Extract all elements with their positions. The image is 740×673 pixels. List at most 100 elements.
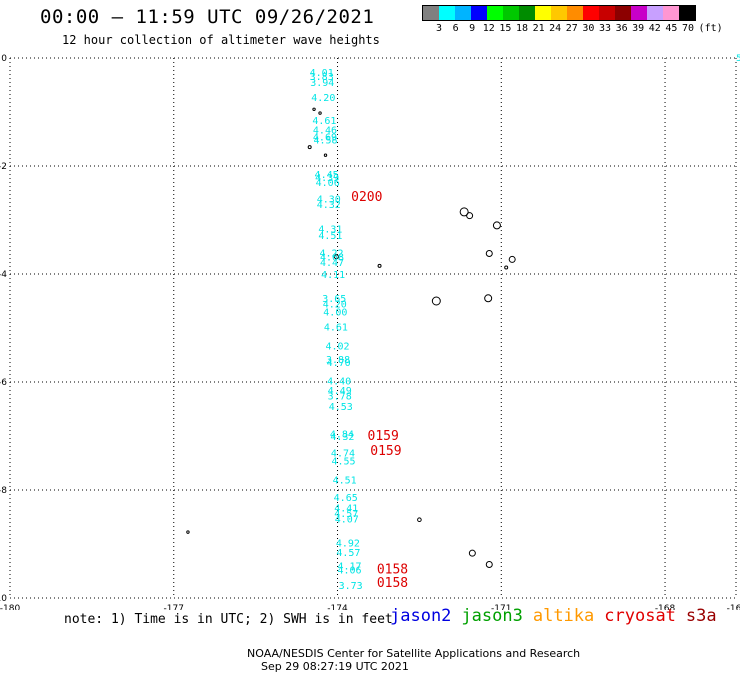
wave-height-label: 4.41 [334, 504, 358, 515]
island-outline [468, 549, 476, 557]
island-outline [333, 254, 339, 260]
wave-height-label: 4.45 [315, 170, 339, 181]
color-legend: 3 6 9 12 15 18 21 24 27 30 33 36 39 42 45 70 (ft) [422, 5, 723, 34]
lat-tick-label: 0 [1, 54, 7, 64]
island-outline [484, 294, 493, 303]
pass-time-label: 0158 [377, 576, 408, 591]
island-outline [508, 255, 516, 263]
satellite-jason3: jason3 [461, 606, 523, 626]
grid-layer [9, 57, 737, 599]
legend-swatch [647, 6, 663, 20]
lat-tick-label: -2 [0, 162, 7, 172]
page-subtitle: 12 hour collection of altimeter wave hei… [62, 33, 380, 47]
wave-height-label: 4.57 [334, 509, 358, 520]
wave-height-label: 4.57 [336, 548, 360, 559]
wave-height-label: 3.78 [328, 391, 352, 402]
legend-swatch [583, 6, 599, 20]
legend-label: 6 [452, 23, 459, 34]
lon-tick-label: -168 [655, 604, 676, 610]
legend-label: 3 [435, 23, 443, 34]
legend-swatch [519, 6, 535, 20]
page-title: 00:00 – 11:59 UTC 09/26/2021 [40, 6, 375, 28]
wave-height-label: 4.30 [317, 195, 341, 206]
island-outline [323, 153, 328, 157]
wave-height-label: 4.06 [316, 178, 340, 189]
island-outline [504, 265, 509, 270]
corner-label: 5 [736, 54, 740, 64]
wave-height-label: 4.11 [321, 270, 345, 281]
island-outline [186, 530, 190, 534]
wave-height-label: 4.22 [319, 249, 343, 260]
island-outline [459, 207, 469, 217]
legend-unit: (ft) [698, 23, 723, 34]
island-outline [417, 517, 422, 523]
wave-height-label: 3.88 [326, 355, 350, 366]
wave-height-label: 4.46 [313, 126, 337, 137]
legend-label: 15 [499, 23, 512, 34]
island-outline [312, 107, 316, 112]
legend-swatch [615, 6, 631, 20]
legend-swatch [535, 6, 551, 20]
legend-label: 18 [515, 23, 529, 34]
legend-swatch [423, 6, 439, 20]
legend-swatch [487, 6, 503, 20]
wave-height-label: 4.20 [323, 299, 347, 310]
legend-swatch [663, 6, 679, 20]
wave-height-label: 3.94 [310, 78, 334, 89]
legend-label: 27 [565, 23, 578, 34]
legend-swatch [567, 6, 583, 20]
island-outline [485, 561, 493, 569]
wave-height-label: 4.53 [329, 402, 353, 413]
legend-label: 36 [615, 23, 628, 34]
satellite-s3a: s3a [685, 606, 717, 626]
lat-tick-label: -10 [0, 594, 7, 604]
island-outline [318, 111, 322, 115]
pass-time-label: 0158 [377, 563, 408, 578]
footer-timestamp: Sep 29 08:27:19 UTC 2021 [261, 660, 409, 673]
wave-height-label: 3.73 [339, 581, 363, 592]
wave-height-label: 4.07 [335, 514, 359, 525]
wave-height-label: 4.65 [334, 493, 358, 504]
legend-label: 39 [632, 23, 645, 34]
legend-swatch [471, 6, 487, 20]
legend-label: 30 [582, 23, 595, 34]
wave-height-map: 4.013.833.944.204.614.464.694.584.454.39… [0, 54, 740, 610]
lat-tick-label: -8 [0, 486, 7, 496]
wave-height-label: 4.51 [333, 476, 357, 487]
satellite-legend: jason2 jason3 altika cryosat s3a [390, 606, 727, 626]
wave-height-label: 4.00 [323, 308, 347, 319]
island-outline [466, 212, 474, 220]
wave-height-label: 4.02 [325, 342, 349, 353]
legend-label: 24 [549, 23, 562, 34]
pass-time-label: 0200 [351, 190, 382, 205]
island-outline [431, 296, 441, 306]
legend-label: 12 [482, 23, 495, 34]
satellite-jason2: jason2 [390, 606, 452, 626]
wave-height-label: 4.20 [311, 93, 335, 104]
legend-swatch [631, 6, 647, 20]
island-outline [485, 249, 493, 257]
pass-time-label: 0159 [370, 444, 401, 459]
pass-time-label: 0159 [368, 429, 399, 444]
satellite-cryosat: cryosat [604, 606, 676, 626]
legend-label: 21 [532, 23, 545, 34]
wave-height-label: 4.17 [337, 561, 361, 572]
wave-height-label: 4.51 [318, 231, 342, 242]
footer-credit: NOAA/NESDIS Center for Satellite Applica… [247, 647, 581, 660]
lon-tick-label: -177 [164, 604, 184, 610]
wave-height-label: 4.31 [318, 224, 342, 235]
island-layer [186, 107, 516, 569]
legend-swatch [439, 6, 455, 20]
lon-tick-label: -174 [327, 604, 348, 610]
lat-tick-label: -6 [0, 378, 7, 388]
lon-tick-label: -171 [491, 604, 511, 610]
wave-height-label: 4.70 [327, 358, 351, 369]
wave-height-label: 3.65 [322, 294, 346, 305]
wave-height-label: 4.61 [324, 323, 348, 334]
lon-tick-label: -180 [0, 604, 20, 610]
wave-height-label: 3.83 [310, 72, 334, 83]
wave-height-label: 4.40 [327, 377, 351, 388]
legend-swatch [503, 6, 519, 20]
wave-height-label: 4.32 [330, 432, 354, 443]
legend-swatch [551, 6, 567, 20]
